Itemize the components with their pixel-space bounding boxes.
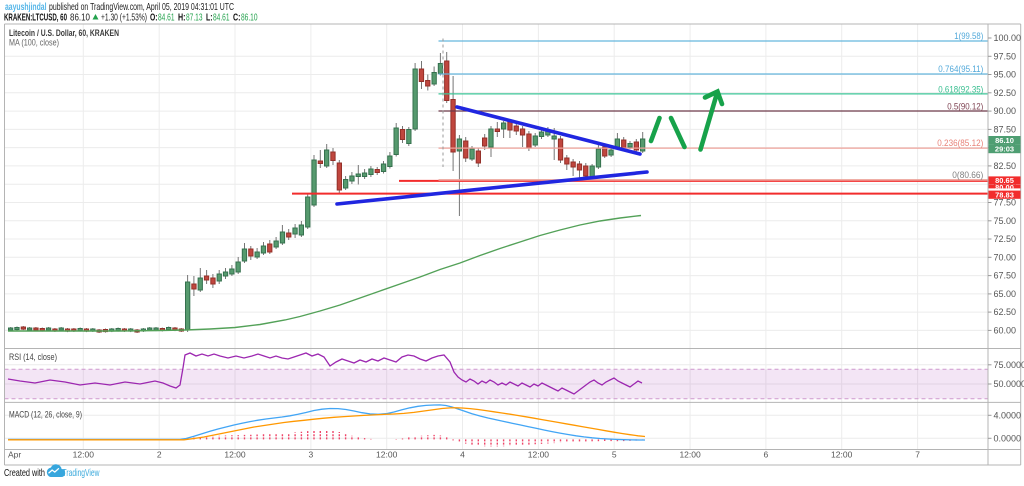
svg-text:6: 6	[764, 450, 769, 460]
svg-text:Created with: Created with	[4, 467, 45, 479]
svg-text:82.50: 82.50	[994, 161, 1017, 171]
svg-text:Apr: Apr	[8, 450, 21, 460]
svg-text:0.5(90.12): 0.5(90.12)	[947, 101, 983, 112]
svg-text:62.50: 62.50	[994, 307, 1017, 317]
svg-text:O:: O:	[150, 12, 158, 24]
svg-text:84.61: 84.61	[213, 12, 230, 24]
svg-text:12:00: 12:00	[679, 450, 701, 460]
svg-text:87.13: 87.13	[186, 12, 203, 24]
svg-text:L:: L:	[206, 12, 213, 24]
svg-text:2: 2	[157, 450, 162, 460]
svg-text:86.10: 86.10	[995, 136, 1014, 145]
svg-text:aayushjindal: aayushjindal	[5, 1, 47, 13]
svg-text:0.236(85.12): 0.236(85.12)	[937, 138, 983, 149]
svg-text:published on TradingView.com,: published on TradingView.com, April 05, …	[49, 1, 234, 13]
svg-text:72.50: 72.50	[994, 234, 1017, 244]
svg-text:87.50: 87.50	[994, 124, 1017, 134]
svg-text:60.00: 60.00	[994, 325, 1017, 335]
svg-text:0(80.66): 0(80.66)	[952, 170, 983, 181]
svg-text:90.00: 90.00	[994, 106, 1017, 116]
svg-text:C:: C:	[233, 12, 241, 24]
svg-text:12:00: 12:00	[376, 450, 398, 460]
svg-text:65.00: 65.00	[994, 289, 1017, 299]
svg-text:84.61: 84.61	[158, 12, 175, 24]
svg-text:0.0000: 0.0000	[994, 433, 1022, 443]
svg-text:92.50: 92.50	[994, 88, 1017, 98]
svg-text:95.00: 95.00	[994, 70, 1017, 80]
svg-text:7: 7	[915, 450, 920, 460]
svg-text:MA (100, close): MA (100, close)	[9, 38, 59, 48]
svg-text:86.10: 86.10	[241, 12, 258, 24]
svg-text:4.0000: 4.0000	[994, 410, 1022, 420]
svg-text:3: 3	[309, 450, 314, 460]
svg-text:H:: H:	[178, 12, 186, 24]
svg-text:75.0000: 75.0000	[994, 360, 1024, 370]
svg-text:12:00: 12:00	[831, 450, 853, 460]
svg-text:78.83: 78.83	[995, 190, 1014, 199]
svg-text:70.00: 70.00	[994, 252, 1017, 262]
svg-text:29:03: 29:03	[995, 145, 1014, 154]
svg-text:RSI (14, close): RSI (14, close)	[9, 352, 57, 362]
svg-text:77.50: 77.50	[994, 198, 1017, 208]
svg-text:67.50: 67.50	[994, 271, 1017, 281]
svg-text:KRAKEN:LTCUSD, 60: KRAKEN:LTCUSD, 60	[4, 12, 67, 24]
svg-text:80.00: 80.00	[995, 183, 1014, 192]
svg-text:0.764(95.11): 0.764(95.11)	[938, 64, 983, 75]
svg-text:50.0000: 50.0000	[994, 379, 1024, 389]
svg-text:TradingView: TradingView	[63, 467, 100, 479]
svg-text:12:00: 12:00	[73, 450, 95, 460]
svg-text:5: 5	[612, 450, 617, 460]
svg-text:Litecoin / U.S. Dollar, 60, KR: Litecoin / U.S. Dollar, 60, KRAKEN	[9, 28, 119, 38]
svg-text:100.00: 100.00	[994, 33, 1022, 43]
svg-text:+1.30 (+1.53%): +1.30 (+1.53%)	[101, 12, 147, 24]
svg-text:0.618(92.35): 0.618(92.35)	[938, 85, 983, 96]
svg-text:MACD (12, 26, close, 9): MACD (12, 26, close, 9)	[9, 410, 82, 420]
svg-text:86.10: 86.10	[70, 12, 90, 24]
svg-text:75.00: 75.00	[994, 216, 1017, 226]
svg-text:97.50: 97.50	[994, 51, 1017, 61]
svg-text:12:00: 12:00	[528, 450, 550, 460]
svg-text:12:00: 12:00	[224, 450, 246, 460]
svg-text:80.65: 80.65	[995, 176, 1014, 185]
svg-text:1(99.58): 1(99.58)	[954, 31, 983, 42]
svg-text:4: 4	[460, 450, 465, 460]
